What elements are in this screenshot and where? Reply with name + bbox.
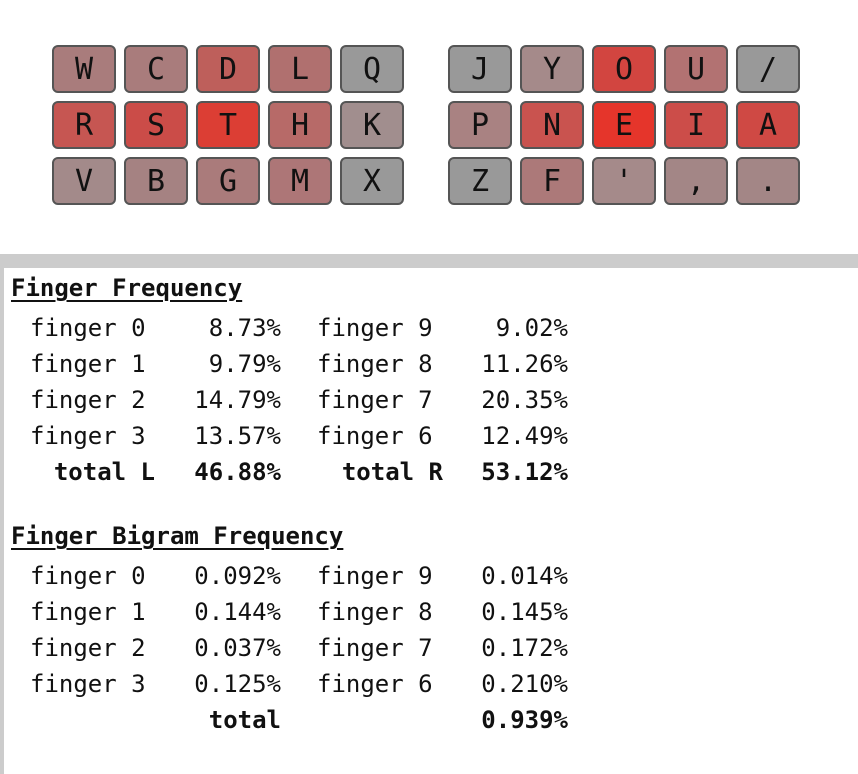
key-right-0-0: J	[448, 45, 512, 93]
ff-right-label: finger 6	[317, 422, 433, 450]
key-left-0-1: C	[124, 45, 188, 93]
fb-left-label: finger 1	[30, 598, 146, 626]
key-left-0-3: L	[268, 45, 332, 93]
key-right-0-2: O	[592, 45, 656, 93]
panel-left-border	[0, 268, 4, 774]
fb-right-label: finger 9	[317, 562, 433, 590]
key-left-1-2: T	[196, 101, 260, 149]
finger-bigram-frequency-title: Finger Bigram Frequency	[11, 522, 344, 550]
fb-left-label: finger 0	[30, 562, 146, 590]
ff-total-left-label: total L	[53, 458, 155, 486]
fb-left-value: 0.037%	[194, 634, 281, 662]
ff-left-value: 8.73%	[208, 314, 281, 342]
key-right-0-1: Y	[520, 45, 584, 93]
ff-left-value: 14.79%	[194, 386, 281, 414]
ff-right-value: 9.02%	[495, 314, 568, 342]
key-left-1-0: R	[52, 101, 116, 149]
ff-right-label: finger 7	[317, 386, 433, 414]
key-right-0-4: /	[736, 45, 800, 93]
key-left-1-3: H	[268, 101, 332, 149]
key-left-0-2: D	[196, 45, 260, 93]
fb-right-value: 0.014%	[481, 562, 568, 590]
ff-total-left-value: 46.88%	[194, 458, 281, 486]
ff-right-value: 12.49%	[481, 422, 568, 450]
fb-right-label: finger 7	[317, 634, 433, 662]
ff-total-right-label: total R	[341, 458, 443, 486]
key-left-2-3: M	[268, 157, 332, 205]
key-right-2-2: '	[592, 157, 656, 205]
fb-right-value: 0.172%	[481, 634, 568, 662]
key-right-0-3: U	[664, 45, 728, 93]
panel-divider	[0, 254, 858, 268]
key-right-2-3: ,	[664, 157, 728, 205]
fb-right-value: 0.145%	[481, 598, 568, 626]
key-left-0-0: W	[52, 45, 116, 93]
ff-left-label: finger 1	[30, 350, 146, 378]
stats-panel: Finger Frequency finger 0 8.73% finger 9…	[11, 268, 858, 774]
key-left-0-4: Q	[340, 45, 404, 93]
ff-left-value: 13.57%	[194, 422, 281, 450]
ff-total-right-value: 53.12%	[481, 458, 568, 486]
key-left-1-1: S	[124, 101, 188, 149]
key-right-1-3: I	[664, 101, 728, 149]
key-right-2-0: Z	[448, 157, 512, 205]
ff-left-label: finger 0	[30, 314, 146, 342]
fb-right-label: finger 8	[317, 598, 433, 626]
key-right-2-4: .	[736, 157, 800, 205]
key-right-2-1: F	[520, 157, 584, 205]
ff-left-label: finger 2	[30, 386, 146, 414]
key-right-1-2: E	[592, 101, 656, 149]
key-left-1-4: K	[340, 101, 404, 149]
key-left-2-2: G	[196, 157, 260, 205]
fb-right-value: 0.210%	[481, 670, 568, 698]
fb-left-value: 0.092%	[194, 562, 281, 590]
fb-total-value: 0.939%	[481, 706, 568, 734]
ff-right-value: 11.26%	[481, 350, 568, 378]
key-left-2-1: B	[124, 157, 188, 205]
fb-left-value: 0.125%	[194, 670, 281, 698]
fb-left-label: finger 2	[30, 634, 146, 662]
key-right-1-1: N	[520, 101, 584, 149]
fb-left-value: 0.144%	[194, 598, 281, 626]
fb-total-label: total	[208, 706, 281, 734]
key-right-1-0: P	[448, 101, 512, 149]
ff-right-value: 20.35%	[481, 386, 568, 414]
key-left-2-4: X	[340, 157, 404, 205]
ff-left-label: finger 3	[30, 422, 146, 450]
ff-right-label: finger 9	[317, 314, 433, 342]
key-left-2-0: V	[52, 157, 116, 205]
fb-right-label: finger 6	[317, 670, 433, 698]
key-right-1-4: A	[736, 101, 800, 149]
fb-left-label: finger 3	[30, 670, 146, 698]
ff-right-label: finger 8	[317, 350, 433, 378]
ff-left-value: 9.79%	[208, 350, 281, 378]
finger-frequency-title: Finger Frequency	[11, 274, 243, 302]
